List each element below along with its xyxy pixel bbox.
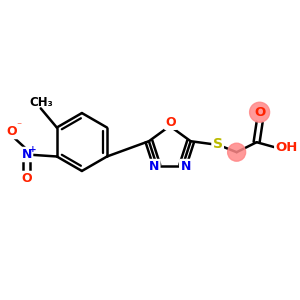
Text: +: +: [29, 145, 37, 154]
Text: O: O: [254, 106, 265, 119]
Circle shape: [250, 102, 270, 122]
Text: OH: OH: [275, 141, 298, 154]
Text: N: N: [149, 160, 159, 173]
Text: CH₃: CH₃: [29, 96, 52, 109]
Text: O: O: [7, 125, 17, 138]
Text: N: N: [22, 148, 32, 161]
Text: N: N: [181, 160, 191, 173]
Text: O: O: [22, 172, 32, 185]
Circle shape: [228, 143, 246, 161]
Text: O: O: [166, 116, 176, 128]
Text: S: S: [213, 137, 223, 151]
Text: ⁻: ⁻: [16, 122, 21, 131]
